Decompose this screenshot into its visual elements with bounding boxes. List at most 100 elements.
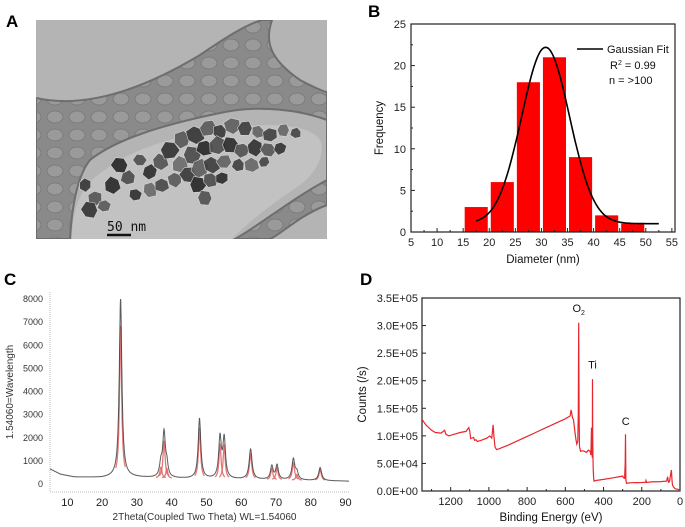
x-tick-label: 35	[561, 237, 573, 249]
x-tick-label: 0	[677, 496, 683, 508]
nanoparticle	[273, 141, 288, 156]
x-tick-label: 55	[666, 237, 678, 249]
reference-peak	[245, 452, 256, 479]
y-axis-label: Frequency	[374, 101, 386, 156]
nanoparticle	[259, 142, 277, 158]
scale-bar-label: 50 nm	[107, 220, 146, 235]
nanoparticle	[132, 153, 148, 166]
x-tick-label: 90	[339, 497, 351, 509]
y-tick-label: 2.0E+05	[377, 376, 418, 388]
reference-peak	[272, 466, 283, 480]
nanoparticle	[80, 201, 98, 219]
histogram-bar	[595, 215, 619, 232]
peak-label: O2	[572, 303, 585, 317]
x-axis-label: Diameter (nm)	[506, 254, 580, 266]
sample-size-label: n = >100	[609, 75, 652, 87]
y-tick-label: 25	[394, 19, 406, 31]
histogram-bar	[516, 82, 540, 233]
nanoparticle	[276, 123, 290, 137]
x-tick-label: 5	[408, 237, 414, 249]
y-tick-label: 8000	[23, 294, 43, 304]
histogram-bar	[621, 223, 645, 232]
nanoparticle	[215, 154, 232, 169]
panel-label-c: C	[4, 270, 16, 289]
y-tick-label: 0.0E+00	[377, 486, 418, 498]
x-tick-label: 1200	[438, 496, 462, 508]
y-axis-label: Counts (/s)	[357, 366, 369, 422]
x-tick-label: 1000	[477, 496, 501, 508]
x-tick-label: 400	[594, 496, 612, 508]
x-tick-label: 80	[305, 497, 317, 509]
x-tick-label: 30	[131, 497, 143, 509]
nanoparticle	[79, 177, 91, 193]
x-tick-label: 40	[166, 497, 178, 509]
r-squared-label: R2 = 0.99	[610, 60, 656, 72]
peak-label: C	[622, 416, 630, 428]
y-tick-label: 5	[400, 185, 406, 197]
x-tick-label: 10	[431, 237, 443, 249]
nanoparticle	[289, 127, 302, 139]
x-tick-label: 15	[457, 237, 469, 249]
nanoparticle	[120, 169, 136, 186]
y-tick-label: 5000	[23, 363, 43, 373]
nanoparticle	[231, 157, 245, 172]
reference-peak	[314, 468, 326, 481]
nanoparticle	[128, 188, 143, 202]
y-tick-label: 2000	[23, 433, 43, 443]
x-tick-label: 60	[235, 497, 247, 509]
x-tick-label: 70	[270, 497, 282, 509]
panel-label-a: A	[6, 12, 18, 31]
reference-peak	[158, 440, 170, 477]
nanoparticle	[104, 175, 122, 195]
y-tick-label: 15	[394, 102, 406, 114]
legend-label: Gaussian Fit	[607, 44, 669, 56]
x-tick-label: 25	[509, 237, 521, 249]
y-tick-label: 1.0E+05	[377, 431, 418, 443]
nanoparticle	[215, 171, 229, 185]
x-tick-label: 800	[518, 496, 536, 508]
y-tick-label: 7000	[23, 317, 43, 327]
y-tick-label: 2.5E+05	[377, 348, 418, 360]
nanoparticle	[166, 172, 182, 189]
y-tick-label: 5.0E+04	[377, 458, 418, 470]
reference-peak	[161, 467, 172, 479]
peak-label: Ti	[588, 360, 597, 372]
x-tick-label: 50	[640, 237, 652, 249]
y-tick-label: 1000	[23, 456, 43, 466]
nanoparticle	[96, 199, 112, 213]
histogram-bar	[542, 57, 567, 232]
panel-label-d: D	[360, 270, 372, 289]
x-tick-label: 20	[96, 497, 108, 509]
y-tick-label: 3.5E+05	[377, 293, 418, 305]
reference-peak	[214, 442, 226, 478]
nanoparticle	[185, 125, 206, 145]
carbon-film	[36, 20, 327, 239]
y-tick-label: 10	[394, 144, 406, 156]
y-tick-label: 0	[400, 227, 406, 239]
reference-peak	[291, 473, 302, 481]
x-tick-label: 600	[556, 496, 574, 508]
nanoparticle	[251, 125, 264, 139]
reference-peak	[115, 325, 126, 469]
x-axis-label: 2Theta(Coupled Two Theta) WL=1.54060	[113, 512, 297, 523]
nanoparticle	[262, 127, 278, 143]
y-tick-label: 3.0E+05	[377, 321, 418, 333]
x-tick-label: 20	[483, 237, 495, 249]
nanoparticle	[258, 156, 271, 168]
x-tick-label: 40	[587, 237, 599, 249]
y-axis-label: 1.54060=Wavelength	[5, 345, 16, 439]
histogram-bar	[569, 157, 593, 232]
y-tick-label: 6000	[23, 340, 43, 350]
histogram-bar	[464, 207, 488, 232]
reference-peak	[288, 461, 299, 480]
tem-micrograph: 50 nm	[36, 20, 327, 239]
nanoparticle	[199, 119, 218, 137]
nanoparticle-cluster	[79, 117, 302, 219]
nanoparticle	[243, 157, 260, 173]
x-tick-label: 50	[200, 497, 212, 509]
x-axis-label: Binding Energy (eV)	[500, 512, 603, 524]
xps-chart: 1200 1000 800 600 400 200 0 0.0E+00 5.0E+04 1.0E+…	[357, 293, 683, 524]
nanoparticle	[142, 163, 158, 181]
histogram-chart: 5 10 15 20 25 30 35 40 45 50 550510152025Diameter …	[374, 19, 678, 266]
